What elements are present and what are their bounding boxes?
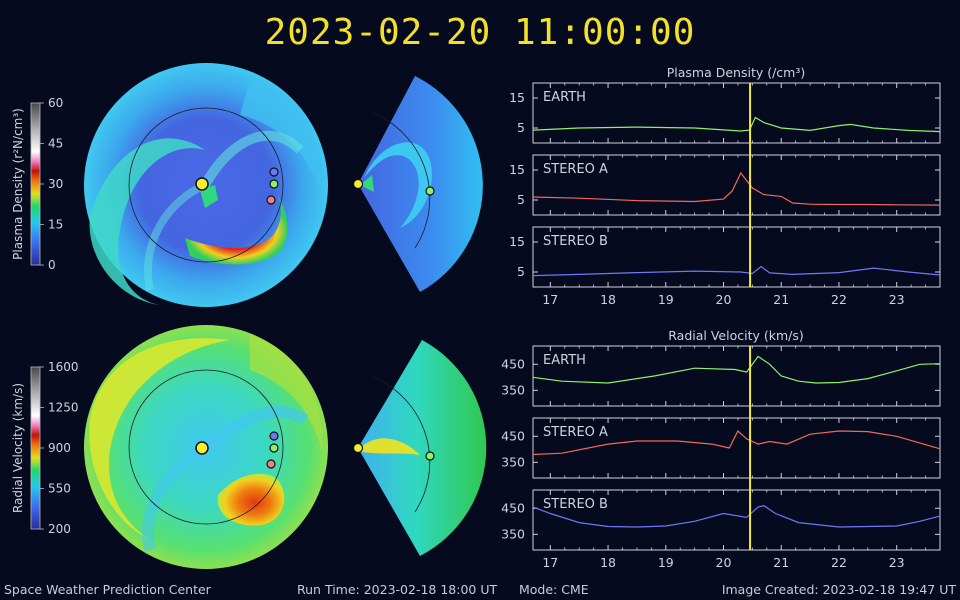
footer-run-time: Run Time: 2023-02-18 18:00 UT bbox=[297, 582, 498, 597]
x-tick-label: 21 bbox=[773, 292, 789, 307]
series-line-stereo-b bbox=[532, 265, 941, 277]
x-tick-label: 23 bbox=[889, 292, 905, 307]
x-tick-label: 20 bbox=[716, 292, 732, 307]
y-tick-label: 350 bbox=[501, 382, 525, 397]
y-tick-label: 350 bbox=[501, 526, 525, 541]
x-tick-label: 17 bbox=[542, 555, 558, 570]
panel-frame-stereo-a bbox=[532, 417, 941, 479]
velocity-colorbar-tick: 1600 bbox=[48, 360, 79, 374]
velocity-colorbar-tick: 200 bbox=[48, 522, 71, 536]
panel-label-stereo-a: STEREO A bbox=[543, 425, 608, 440]
panel-frame-stereo-b bbox=[532, 226, 941, 288]
earth-marker bbox=[269, 179, 279, 189]
x-tick-label: 19 bbox=[658, 292, 674, 307]
x-tick-label: 17 bbox=[542, 292, 558, 307]
density-timeseries: Plasma Density (/cm³) 15 5 EARTH 15 5 STEREO … bbox=[509, 65, 941, 307]
panel-frame-stereo-a bbox=[532, 154, 941, 216]
series-line-earth bbox=[532, 116, 941, 133]
x-tick-label: 23 bbox=[889, 555, 905, 570]
x-tick-label: 18 bbox=[600, 292, 616, 307]
panel-label-earth: EARTH bbox=[543, 90, 586, 105]
density-meridional-map bbox=[352, 76, 483, 292]
footer-center-name: Space Weather Prediction Center bbox=[4, 582, 211, 597]
velocity-chart-title: Radial Velocity (km/s) bbox=[668, 328, 804, 343]
y-tick-label: 450 bbox=[501, 428, 525, 443]
footer: Space Weather Prediction Center Run Time… bbox=[0, 582, 960, 600]
footer-mode: Mode: CME bbox=[519, 582, 589, 597]
y-tick-label: 15 bbox=[509, 234, 525, 249]
density-colorbar-tick: 0 bbox=[48, 258, 56, 272]
panel-frame-earth bbox=[532, 82, 941, 144]
x-tick-label: 22 bbox=[831, 292, 847, 307]
density-colorbar-tick: 60 bbox=[48, 96, 63, 110]
velocity-ecliptic-map bbox=[84, 325, 328, 569]
y-tick-label: 5 bbox=[517, 264, 525, 279]
x-tick-label: 21 bbox=[773, 555, 789, 570]
stereo-b-marker bbox=[269, 167, 279, 177]
x-tick-label: 22 bbox=[831, 555, 847, 570]
velocity-timeseries: Radial Velocity (km/s) 450 350 EARTH 450 350… bbox=[501, 328, 941, 570]
panel-label-stereo-b: STEREO B bbox=[543, 234, 608, 249]
density-colorbar-label: Plasma Density (r²N/cm³) bbox=[11, 108, 25, 260]
velocity-colorbar-label: Radial Velocity (km/s) bbox=[11, 383, 25, 513]
series-line-stereo-a bbox=[532, 171, 941, 206]
series-line-stereo-a bbox=[532, 430, 941, 456]
velocity-colorbar-tick: 550 bbox=[48, 482, 71, 496]
series-line-earth bbox=[532, 355, 941, 384]
y-tick-label: 450 bbox=[501, 356, 525, 371]
density-colorbar: 60 45 30 15 0 Plasma Density (r²N/cm³) bbox=[11, 96, 63, 272]
y-tick-label: 15 bbox=[509, 162, 525, 177]
density-ecliptic-map bbox=[84, 63, 328, 307]
x-tick-label: 19 bbox=[658, 555, 674, 570]
density-colorbar-tick: 30 bbox=[48, 177, 63, 191]
y-tick-label: 5 bbox=[517, 192, 525, 207]
series-line-stereo-b bbox=[532, 505, 941, 528]
y-tick-label: 450 bbox=[501, 500, 525, 515]
density-colorbar-tick: 15 bbox=[48, 218, 63, 232]
panel-frame-earth bbox=[532, 345, 941, 407]
x-tick-label: 18 bbox=[600, 555, 616, 570]
velocity-colorbar-tick: 1250 bbox=[48, 401, 79, 415]
velocity-meridional-map bbox=[352, 340, 487, 556]
sun-marker bbox=[195, 177, 209, 191]
stereo-a-marker bbox=[266, 195, 276, 205]
velocity-colorbar-tick: 900 bbox=[48, 441, 71, 455]
density-colorbar-tick: 45 bbox=[48, 137, 63, 151]
panel-label-stereo-a: STEREO A bbox=[543, 162, 608, 177]
timestamp-title: 2023-02-20 11:00:00 bbox=[264, 12, 696, 53]
panel-frame-stereo-b bbox=[532, 489, 941, 551]
x-tick-label: 20 bbox=[716, 555, 732, 570]
y-tick-label: 5 bbox=[517, 120, 525, 135]
panel-label-stereo-b: STEREO B bbox=[543, 497, 608, 512]
velocity-colorbar: 1600 1250 900 550 200 Radial Velocity (km/s) bbox=[11, 360, 79, 536]
y-tick-label: 15 bbox=[509, 90, 525, 105]
panel-label-earth: EARTH bbox=[543, 353, 586, 368]
y-tick-label: 350 bbox=[501, 454, 525, 469]
density-chart-title: Plasma Density (/cm³) bbox=[667, 65, 806, 80]
footer-image-created: Image Created: 2023-02-18 19:47 UT bbox=[721, 582, 956, 597]
